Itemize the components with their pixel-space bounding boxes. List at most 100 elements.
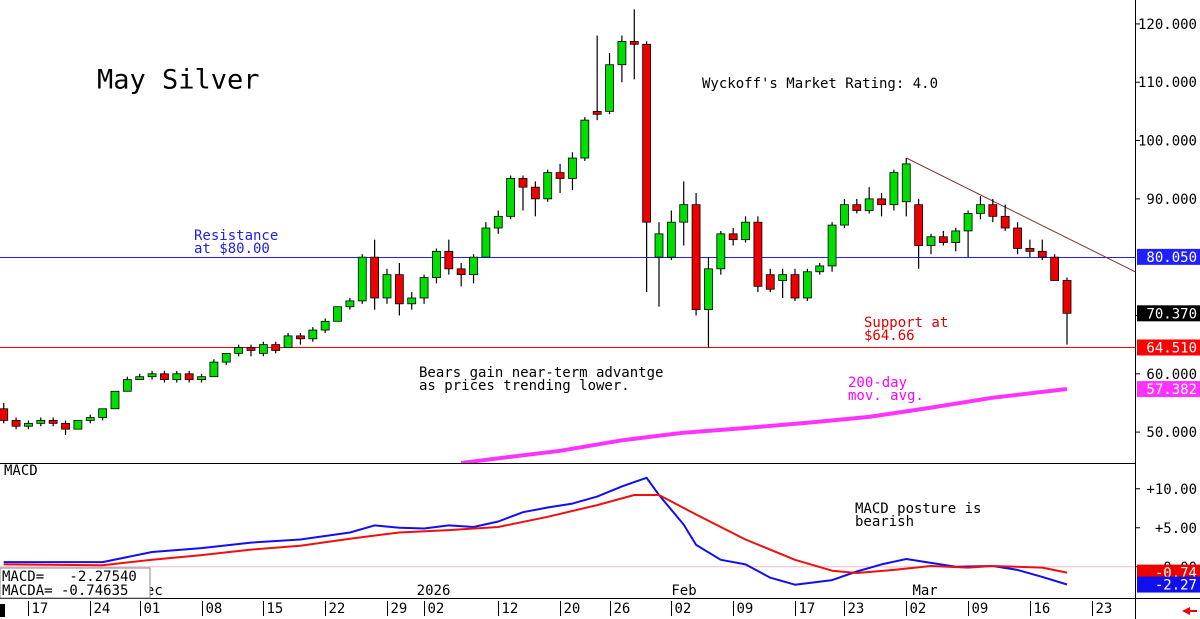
value-box — [1137, 339, 1200, 356]
x-tick-label: 23 — [1096, 601, 1113, 617]
candle-body — [889, 172, 899, 206]
candle-body — [48, 420, 58, 424]
candle-body — [976, 204, 985, 214]
candle-body — [333, 306, 342, 322]
value-box-label: 70.370 — [1146, 306, 1197, 322]
candle-body — [988, 204, 998, 217]
candle-body — [963, 213, 973, 232]
annotation: mov. avg. — [848, 388, 924, 404]
candle-body — [938, 236, 948, 243]
x-tick-label: 16 — [1034, 601, 1051, 617]
candle-body — [1013, 227, 1022, 249]
y-tick-label: 50.000 — [1146, 425, 1197, 441]
y-tick-label: 90.000 — [1146, 192, 1197, 208]
candle-body — [1050, 256, 1060, 281]
candle-body — [98, 408, 108, 418]
month-label: Feb — [671, 583, 696, 599]
trendline — [906, 157, 1135, 273]
corner-mark — [0, 604, 5, 617]
candle-body — [679, 204, 689, 223]
candle-body — [444, 250, 454, 270]
legend-box — [0, 567, 151, 599]
candle-body — [815, 265, 825, 273]
y-tick-label: +10.00 — [1146, 482, 1197, 498]
x-tick-label: 29 — [391, 601, 408, 617]
moving-average — [460, 387, 1068, 463]
candle-body — [172, 373, 182, 381]
candle-body — [852, 204, 862, 211]
candle-body — [1062, 280, 1072, 314]
candle-body — [36, 420, 46, 424]
candle-body — [654, 233, 664, 258]
candle-body — [308, 329, 318, 340]
candle-body — [419, 277, 429, 299]
candle-body — [246, 347, 256, 351]
annotation: Resistance — [194, 228, 278, 244]
candle-body — [147, 373, 157, 378]
candle-body — [605, 64, 614, 112]
x-tick-label: 15 — [267, 601, 284, 617]
candle-body — [456, 268, 466, 276]
candle-body — [234, 347, 244, 354]
candle-body — [160, 373, 169, 381]
candle-body — [592, 110, 602, 115]
value-box-label: 80.050 — [1146, 250, 1197, 266]
candle-body — [802, 271, 812, 299]
candle-body — [481, 227, 491, 258]
x-tick-label: 12 — [502, 601, 519, 617]
value-box-label: 57.382 — [1146, 382, 1197, 398]
candle-body — [11, 420, 21, 427]
x-tick-label: 09 — [972, 601, 989, 617]
candle-body — [864, 198, 874, 211]
candle-body — [296, 335, 305, 340]
candle-body — [951, 230, 961, 243]
x-tick-label: 23 — [848, 601, 865, 617]
month-label: Mar — [912, 583, 937, 599]
candle-body — [530, 186, 540, 200]
candle-body — [617, 41, 627, 66]
month-label: 2026 — [417, 583, 451, 599]
candle-body — [1025, 248, 1035, 252]
candle-body — [493, 215, 503, 229]
x-tick-label: 22 — [329, 601, 346, 617]
annotation: at $80.00 — [194, 241, 270, 257]
annotation: Support at — [864, 315, 948, 331]
x-tick-label: 02 — [428, 601, 445, 617]
x-tick-label: 24 — [94, 601, 111, 617]
candle-body — [642, 43, 652, 223]
x-tick-label: 09 — [737, 601, 754, 617]
annotation: $64.66 — [864, 328, 915, 344]
macd-line — [3, 494, 1068, 574]
annotation: as prices trending lower. — [419, 378, 630, 394]
y-tick-label: +5.00 — [1155, 521, 1197, 537]
macd-note: MACD posture is — [855, 501, 981, 517]
candle-body — [432, 250, 441, 278]
candle-body — [271, 344, 281, 351]
value-box — [1137, 248, 1200, 265]
y-tick-label: 60.000 — [1146, 367, 1197, 383]
candle-body — [0, 408, 9, 421]
x-tick-label: 17 — [32, 601, 49, 617]
rating: Wyckoff's Market Rating: 4.0 — [702, 76, 938, 92]
candle-body — [407, 297, 417, 305]
candle-body — [24, 422, 33, 427]
candle-body — [345, 300, 355, 308]
macd-title: MACD — [4, 463, 38, 479]
x-tick-label: 20 — [564, 601, 581, 617]
candle-body — [827, 224, 837, 267]
candle-body — [629, 41, 639, 45]
candle-body — [320, 320, 330, 331]
candle-body — [85, 417, 95, 421]
scroll-arrow — [1182, 607, 1197, 615]
candle-body — [901, 163, 911, 203]
value-box-label: -2.27 — [1155, 578, 1197, 594]
annotation: 200-day — [848, 375, 907, 391]
price-panel — [0, 9, 1135, 463]
candle-body — [926, 236, 936, 246]
chart-title: May Silver — [97, 65, 260, 96]
candle-body — [1037, 250, 1047, 258]
candle-body — [568, 157, 577, 179]
candle-body — [704, 268, 713, 311]
